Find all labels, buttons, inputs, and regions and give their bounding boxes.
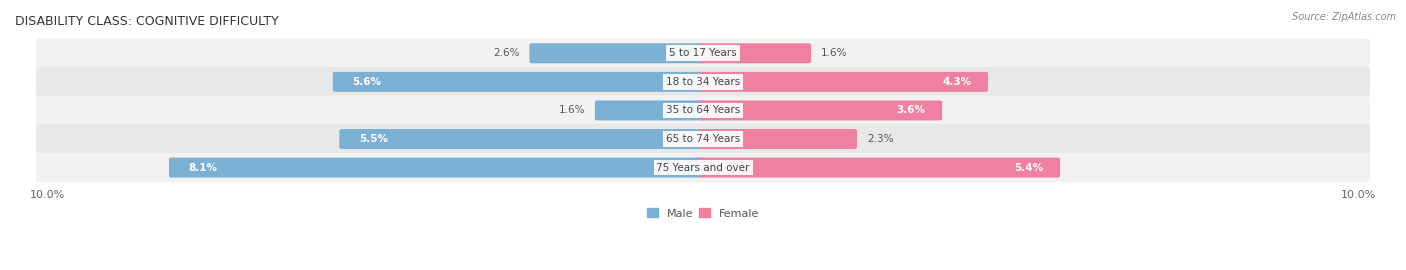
FancyBboxPatch shape xyxy=(700,158,1060,178)
FancyBboxPatch shape xyxy=(37,67,1369,97)
Text: 1.6%: 1.6% xyxy=(821,48,848,58)
Text: 75 Years and over: 75 Years and over xyxy=(657,163,749,173)
FancyBboxPatch shape xyxy=(530,43,706,63)
Text: 1.6%: 1.6% xyxy=(558,105,585,116)
Text: 35 to 64 Years: 35 to 64 Years xyxy=(666,105,740,116)
Legend: Male, Female: Male, Female xyxy=(643,204,763,223)
FancyBboxPatch shape xyxy=(339,129,706,149)
Text: 5.6%: 5.6% xyxy=(353,77,381,87)
FancyBboxPatch shape xyxy=(700,72,988,92)
FancyBboxPatch shape xyxy=(37,38,1369,68)
Text: DISABILITY CLASS: COGNITIVE DIFFICULTY: DISABILITY CLASS: COGNITIVE DIFFICULTY xyxy=(15,15,278,28)
Text: 3.6%: 3.6% xyxy=(897,105,925,116)
FancyBboxPatch shape xyxy=(169,158,706,178)
FancyBboxPatch shape xyxy=(700,100,942,120)
Text: 4.3%: 4.3% xyxy=(942,77,972,87)
Text: 5.4%: 5.4% xyxy=(1015,163,1043,173)
FancyBboxPatch shape xyxy=(700,43,811,63)
FancyBboxPatch shape xyxy=(37,96,1369,125)
Text: 65 to 74 Years: 65 to 74 Years xyxy=(666,134,740,144)
Text: 5.5%: 5.5% xyxy=(359,134,388,144)
FancyBboxPatch shape xyxy=(37,124,1369,154)
FancyBboxPatch shape xyxy=(333,72,706,92)
Text: 5 to 17 Years: 5 to 17 Years xyxy=(669,48,737,58)
Text: 2.3%: 2.3% xyxy=(868,134,893,144)
Text: 8.1%: 8.1% xyxy=(188,163,218,173)
FancyBboxPatch shape xyxy=(700,129,858,149)
Text: Source: ZipAtlas.com: Source: ZipAtlas.com xyxy=(1292,12,1396,22)
FancyBboxPatch shape xyxy=(595,100,706,120)
FancyBboxPatch shape xyxy=(37,153,1369,183)
Text: 2.6%: 2.6% xyxy=(494,48,520,58)
Text: 18 to 34 Years: 18 to 34 Years xyxy=(666,77,740,87)
